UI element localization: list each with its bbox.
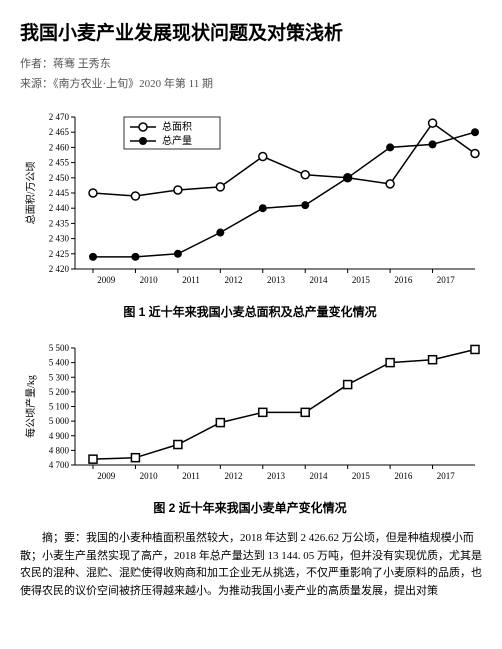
svg-text:2013: 2013 [267, 471, 286, 481]
svg-text:2 425: 2 425 [49, 249, 70, 259]
svg-text:2016: 2016 [394, 471, 413, 481]
svg-text:2011: 2011 [182, 275, 200, 285]
svg-text:总面积/万公顷: 总面积/万公顷 [24, 162, 37, 225]
svg-text:2009: 2009 [97, 275, 116, 285]
chart-1-caption: 图 1 近十年来我国小麦总面积及总产量变化情况 [20, 303, 480, 320]
svg-text:2015: 2015 [352, 471, 371, 481]
svg-text:2 460: 2 460 [49, 142, 70, 152]
svg-text:2016: 2016 [394, 275, 413, 285]
page-title: 我国小麦产业发展现状问题及对策浅析 [20, 18, 482, 45]
svg-text:2 470: 2 470 [49, 112, 70, 122]
svg-text:2 430: 2 430 [49, 234, 70, 244]
svg-text:2015: 2015 [352, 275, 371, 285]
svg-text:5 500: 5 500 [49, 343, 70, 353]
svg-text:5 300: 5 300 [49, 372, 70, 382]
svg-text:5 100: 5 100 [49, 402, 70, 412]
svg-text:2009: 2009 [97, 471, 116, 481]
svg-text:4 800: 4 800 [49, 445, 70, 455]
svg-text:2 465: 2 465 [49, 127, 70, 137]
svg-text:4 700: 4 700 [49, 460, 70, 470]
svg-text:2017: 2017 [437, 275, 456, 285]
svg-text:5 400: 5 400 [49, 358, 70, 368]
svg-text:2010: 2010 [140, 275, 159, 285]
svg-text:总产量: 总产量 [162, 134, 192, 147]
author-line: 作者：蒋骞 王秀东 [20, 55, 482, 71]
svg-text:2 445: 2 445 [49, 188, 70, 198]
svg-text:2 450: 2 450 [49, 173, 70, 183]
svg-text:5 000: 5 000 [49, 416, 70, 426]
svg-text:2014: 2014 [309, 275, 328, 285]
svg-text:2 435: 2 435 [49, 218, 70, 228]
chart-2: 4 700 4 800 4 900 5 000 5 100 5 200 5 300 5 400… [20, 340, 480, 516]
svg-text:2011: 2011 [182, 471, 200, 481]
svg-text:2 455: 2 455 [49, 158, 70, 168]
svg-text:2012: 2012 [225, 471, 243, 481]
svg-text:2013: 2013 [267, 275, 286, 285]
chart-2-caption: 图 2 近十年来我国小麦单产变化情况 [20, 499, 480, 516]
svg-text:总面积: 总面积 [162, 120, 192, 133]
svg-text:2017: 2017 [437, 471, 456, 481]
svg-text:2010: 2010 [140, 471, 159, 481]
svg-text:2014: 2014 [309, 471, 328, 481]
svg-text:每公顷产量/kg: 每公顷产量/kg [24, 375, 37, 438]
svg-text:5 200: 5 200 [49, 387, 70, 397]
chart-1: 2 420 2 425 2 430 2 435 2 440 2 445 2 450 2 455… [20, 109, 480, 320]
svg-text:2 420: 2 420 [49, 264, 70, 274]
abstract-text: 摘；要：我国的小麦种植面积虽然较大，2018 年达到 2 426.62 万公顷，… [20, 530, 482, 600]
svg-text:2012: 2012 [225, 275, 243, 285]
svg-text:2 440: 2 440 [49, 203, 70, 213]
source-line: 来源：《南方农业·上旬》2020 年第 11 期 [20, 75, 482, 91]
svg-text:4 900: 4 900 [49, 431, 70, 441]
